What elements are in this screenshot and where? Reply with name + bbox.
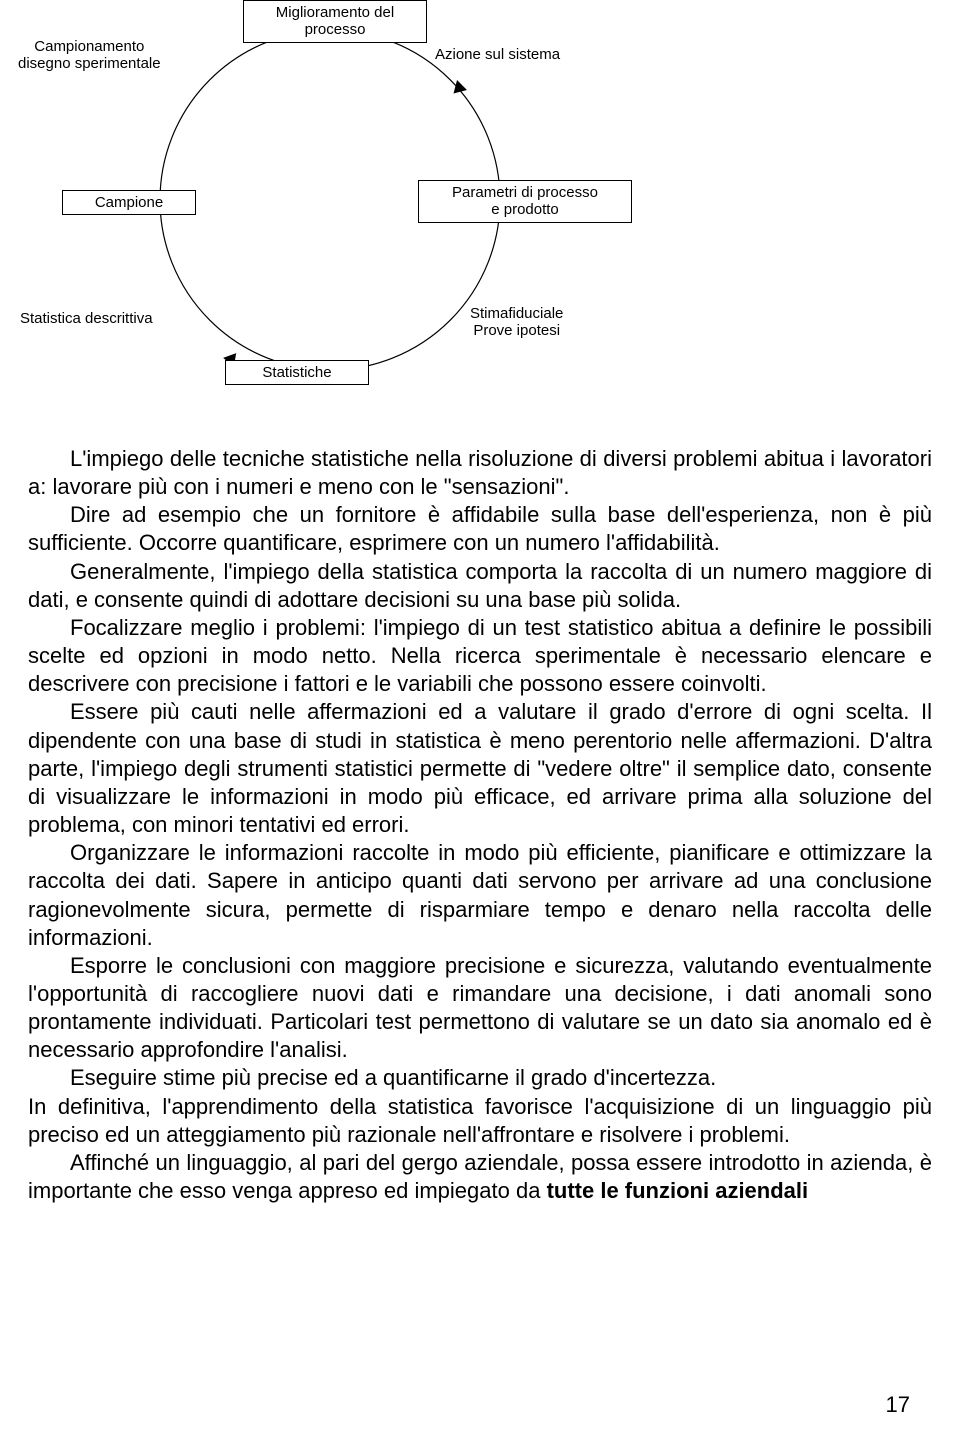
para-4: Organizzare le informazioni raccolte in … (28, 839, 932, 952)
para-3: Essere più cauti nelle affermazioni ed a… (28, 698, 932, 839)
label-bottom-left: Statistica descrittiva (20, 310, 153, 327)
body-text: L'impiego delle tecniche statistiche nel… (28, 445, 932, 1205)
para-2: Focalizzare meglio i problemi: l'impiego… (28, 614, 932, 698)
process-cycle-diagram: Miglioramento delprocesso Parametri di p… (0, 0, 960, 430)
para-1a: L'impiego delle tecniche statistiche nel… (28, 445, 932, 501)
node-left: Campione (62, 190, 196, 215)
node-bottom: Statistiche (225, 360, 369, 385)
para-8: Affinché un linguaggio, al pari del gerg… (28, 1149, 932, 1205)
page-number: 17 (886, 1392, 910, 1418)
node-top: Miglioramento delprocesso (243, 0, 427, 43)
para-1c: Generalmente, l'impiego della statistica… (28, 558, 932, 614)
para-1b: Dire ad esempio che un fornitore è affid… (28, 501, 932, 557)
label-top-right: Azione sul sistema (435, 46, 560, 63)
para-5: Esporre le conclusioni con maggiore prec… (28, 952, 932, 1065)
para-7: In definitiva, l'apprendimento della sta… (28, 1093, 932, 1149)
node-right: Parametri di processoe prodotto (418, 180, 632, 223)
label-bottom-right: StimafiducialeProve ipotesi (470, 305, 563, 340)
label-top-left: Campionamentodisegno sperimentale (18, 38, 161, 73)
para-6: Eseguire stime più precise ed a quantifi… (28, 1064, 932, 1092)
